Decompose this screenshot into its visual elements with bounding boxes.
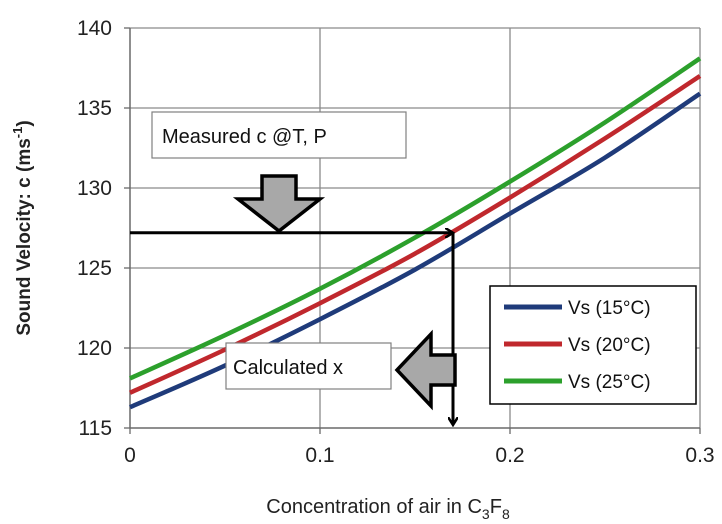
calculated-label-box: Calculated x [225, 342, 392, 390]
legend: Vs (15°C) Vs (20°C) Vs (25°C) [489, 285, 697, 405]
measured-label: Measured c @T, P [162, 126, 327, 148]
x-axis-title: Concentration of air in C3F8 [266, 496, 510, 522]
x-tick-label-1: 0.1 [305, 444, 334, 467]
series-line-1 [129, 74, 702, 395]
series-lines [129, 56, 702, 410]
y-axis-title: Sound Velocity: c (ms-1) [10, 120, 35, 335]
legend-label-2: Vs (25°C) [568, 372, 651, 393]
axes [124, 27, 701, 434]
legend-label-1: Vs (20°C) [568, 335, 651, 356]
y-tick-label-4: 135 [77, 97, 112, 120]
y-tick-label-3: 130 [77, 177, 112, 200]
calculated-label: Calculated x [233, 357, 343, 379]
left-block-arrow [394, 329, 457, 411]
annotations [130, 174, 457, 425]
series-line-0 [129, 91, 702, 410]
x-tick-label-0: 0 [124, 444, 136, 467]
y-tick-label-5: 140 [77, 17, 112, 40]
tick-labels: 115 120 125 130 135 140 0 0.1 0.2 0.3 [77, 17, 715, 467]
x-tick-label-3: 0.3 [685, 444, 714, 467]
y-tick-label-2: 125 [77, 257, 112, 280]
x-tick-label-2: 0.2 [495, 444, 524, 467]
legend-label-0: Vs (15°C) [568, 298, 651, 319]
down-block-arrow [232, 174, 326, 234]
y-tick-label-1: 120 [77, 337, 112, 360]
y-tick-label-0: 115 [79, 417, 112, 440]
grid-lines [130, 27, 701, 428]
series-line-2 [129, 56, 702, 381]
measured-label-box: Measured c @T, P [151, 111, 407, 159]
